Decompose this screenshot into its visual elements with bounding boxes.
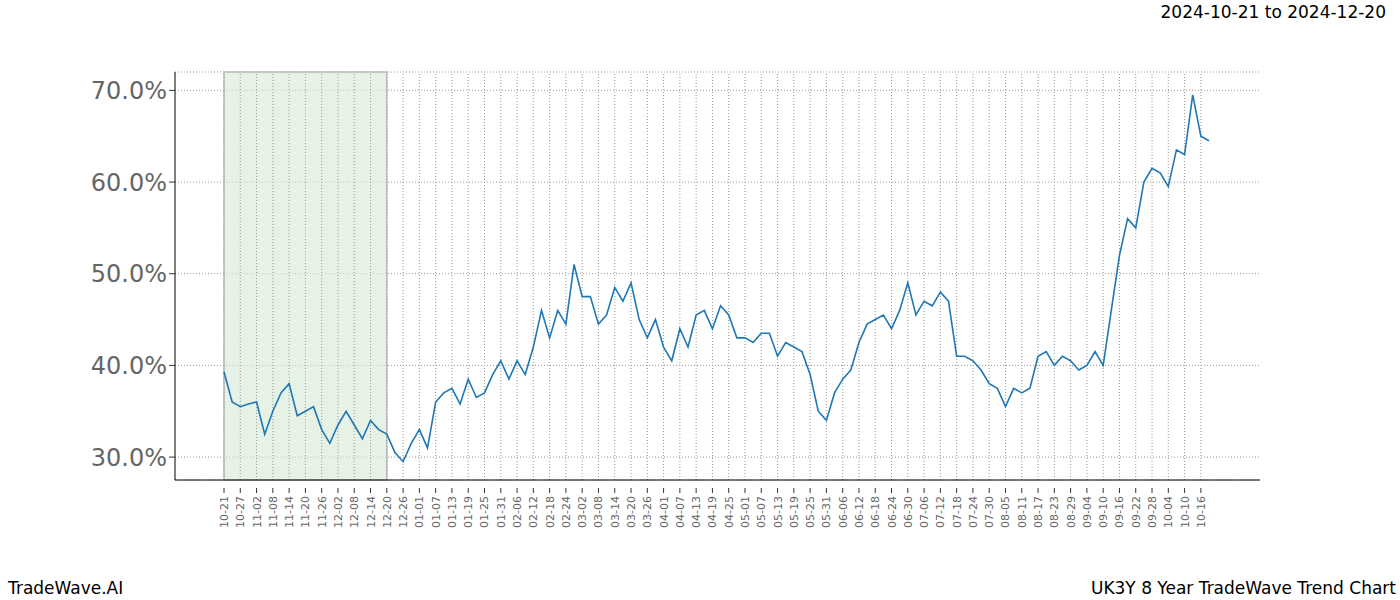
svg-text:04-01: 04-01 <box>658 496 671 528</box>
svg-text:05-01: 05-01 <box>739 496 752 528</box>
svg-text:09-10: 09-10 <box>1097 496 1110 528</box>
svg-text:12-08: 12-08 <box>348 496 361 528</box>
svg-text:12-14: 12-14 <box>365 496 378 528</box>
svg-text:07-12: 07-12 <box>934 496 947 528</box>
svg-text:06-24: 06-24 <box>886 496 899 528</box>
svg-text:08-29: 08-29 <box>1065 496 1078 528</box>
svg-text:03-20: 03-20 <box>625 496 638 528</box>
svg-text:06-30: 06-30 <box>902 496 915 528</box>
svg-text:01-13: 01-13 <box>446 496 459 528</box>
svg-text:10-10: 10-10 <box>1179 496 1192 528</box>
svg-text:07-18: 07-18 <box>951 496 964 528</box>
svg-text:02-18: 02-18 <box>544 496 557 528</box>
svg-text:03-14: 03-14 <box>609 496 622 528</box>
svg-text:09-22: 09-22 <box>1130 496 1143 528</box>
svg-text:07-30: 07-30 <box>983 496 996 528</box>
html-text:UK3Y 8 Year TradeWave Trend Ch: UK3Y 8 Year TradeWave Trend Chart <box>1090 578 1396 598</box>
svg-text:04-13: 04-13 <box>690 496 703 528</box>
svg-text:06-06: 06-06 <box>837 496 850 528</box>
svg-text:11-20: 11-20 <box>299 496 312 528</box>
svg-text:12-26: 12-26 <box>397 496 410 528</box>
svg-text:03-02: 03-02 <box>576 496 589 528</box>
svg-text:01-07: 01-07 <box>430 496 443 528</box>
svg-text:09-16: 09-16 <box>1113 496 1126 528</box>
svg-text:30.0%: 30.0% <box>91 444 167 472</box>
svg-text:04-19: 04-19 <box>706 496 719 528</box>
svg-text:11-02: 11-02 <box>251 496 264 528</box>
svg-text:08-23: 08-23 <box>1048 496 1061 528</box>
svg-text:07-24: 07-24 <box>967 496 980 528</box>
svg-text:10-16: 10-16 <box>1195 496 1208 528</box>
svg-text:01-31: 01-31 <box>495 496 508 528</box>
svg-text:03-26: 03-26 <box>641 496 654 528</box>
svg-text:08-17: 08-17 <box>1032 496 1045 528</box>
svg-text:04-07: 04-07 <box>674 496 687 528</box>
svg-text:01-25: 01-25 <box>478 496 491 528</box>
svg-text:11-26: 11-26 <box>316 496 329 528</box>
svg-text:70.0%: 70.0% <box>91 77 167 105</box>
svg-text:09-04: 09-04 <box>1081 496 1094 528</box>
svg-text:02-06: 02-06 <box>511 496 524 528</box>
svg-text:07-06: 07-06 <box>918 496 931 528</box>
svg-text:10-04: 10-04 <box>1162 496 1175 528</box>
svg-text:05-25: 05-25 <box>804 496 817 528</box>
svg-text:06-18: 06-18 <box>869 496 882 528</box>
svg-text:11-08: 11-08 <box>267 496 280 528</box>
svg-text:02-24: 02-24 <box>560 496 573 528</box>
svg-text:01-01: 01-01 <box>413 496 426 528</box>
svg-text:40.0%: 40.0% <box>91 352 167 380</box>
svg-text:06-12: 06-12 <box>853 496 866 528</box>
html-text:TradeWave.AI: TradeWave.AI <box>8 578 124 598</box>
svg-text:05-07: 05-07 <box>755 496 768 528</box>
svg-text:10-27: 10-27 <box>234 496 247 528</box>
svg-text:03-08: 03-08 <box>592 496 605 528</box>
svg-text:08-11: 08-11 <box>1016 496 1029 528</box>
svg-text:10-21: 10-21 <box>218 496 231 528</box>
svg-text:12-20: 12-20 <box>381 496 394 528</box>
svg-text:50.0%: 50.0% <box>91 260 167 288</box>
svg-text:01-19: 01-19 <box>462 496 475 528</box>
svg-text:11-14: 11-14 <box>283 496 296 528</box>
svg-text:02-12: 02-12 <box>527 496 540 528</box>
svg-text:05-19: 05-19 <box>788 496 801 528</box>
svg-text:05-13: 05-13 <box>772 496 785 528</box>
svg-text:05-31: 05-31 <box>820 496 833 528</box>
svg-text:12-02: 12-02 <box>332 496 345 528</box>
svg-text:04-25: 04-25 <box>723 496 736 528</box>
html-text:2024-10-21 to 2024-12-20: 2024-10-21 to 2024-12-20 <box>1160 2 1386 22</box>
svg-text:60.0%: 60.0% <box>91 169 167 197</box>
svg-text:09-28: 09-28 <box>1146 496 1159 528</box>
svg-text:08-05: 08-05 <box>999 496 1012 528</box>
